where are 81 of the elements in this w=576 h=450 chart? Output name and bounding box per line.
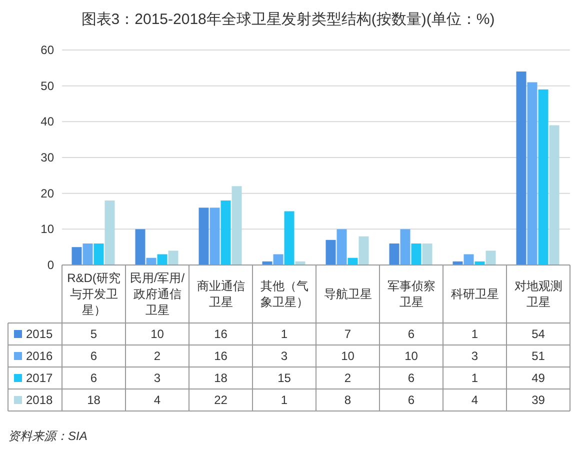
data-label: 16 (214, 327, 228, 341)
x-tick-label: 对地观测卫星 (514, 279, 562, 309)
bar (348, 258, 358, 265)
data-label: 1 (471, 327, 478, 341)
y-tick-label: 0 (47, 258, 54, 272)
data-label: 1 (280, 393, 288, 407)
bar (336, 229, 347, 265)
bar (516, 72, 526, 265)
bar (146, 258, 156, 265)
data-label: 1 (280, 327, 288, 341)
bar (104, 200, 115, 265)
data-label: 6 (90, 349, 98, 363)
data-label: 4 (471, 393, 478, 407)
data-label: 18 (214, 371, 228, 385)
bar (486, 250, 496, 265)
legend-label: 2016 (26, 349, 54, 363)
legend-label: 2017 (26, 371, 54, 385)
data-label: 51 (532, 349, 546, 363)
data-label: 39 (532, 393, 546, 407)
bar (72, 247, 82, 265)
data-label: 6 (408, 327, 415, 341)
data-label: 18 (87, 393, 101, 407)
data-label: 2 (154, 349, 161, 363)
bar (326, 240, 336, 265)
bar (358, 236, 369, 265)
bar (400, 229, 410, 265)
x-tick-label: 其他（气象卫星） (260, 279, 308, 309)
data-label: 8 (344, 393, 352, 407)
y-tick-label: 30 (40, 150, 54, 164)
data-label: 6 (90, 371, 98, 385)
bar (549, 125, 560, 265)
data-label: 3 (154, 371, 161, 385)
bar (538, 89, 548, 265)
chart-title: 图表3：2015-2018年全球卫星发射类型结构(按数量)(单位：%) (81, 11, 495, 28)
data-label: 6 (408, 393, 415, 407)
bar (527, 82, 538, 265)
y-tick-label: 20 (40, 186, 54, 200)
data-label: 3 (280, 349, 288, 363)
bar (82, 244, 93, 265)
bar (284, 211, 294, 265)
bar (168, 250, 178, 265)
bar (389, 244, 400, 265)
y-tick-label: 10 (40, 222, 54, 236)
data-label: 2 (344, 371, 352, 385)
x-tick-label: 商业通信卫星 (196, 279, 245, 309)
bar (135, 229, 146, 265)
x-tick-label: 民用/军用/政府通信卫星 (130, 271, 186, 317)
bar (220, 200, 231, 265)
data-label: 1 (471, 371, 478, 385)
data-label: 6 (408, 371, 415, 385)
bar (232, 186, 242, 265)
data-label: 10 (404, 349, 418, 363)
data-label: 49 (532, 371, 546, 385)
x-tick-label: 军事侦察卫星 (387, 279, 436, 309)
data-label: 7 (344, 327, 352, 341)
data-label: 5 (90, 327, 98, 341)
text: 资料来源：SIA (8, 429, 88, 443)
x-tick-label: 导航卫星 (324, 287, 372, 301)
bar (94, 244, 104, 265)
data-label: 15 (278, 371, 292, 385)
legend-label: 2018 (26, 393, 54, 407)
y-tick-label: 40 (40, 114, 54, 129)
bar (422, 244, 432, 265)
bar (210, 208, 220, 265)
x-tick-label: 科研卫星 (450, 287, 499, 301)
data-label: 22 (214, 393, 228, 407)
data-label: 16 (214, 349, 228, 363)
y-tick-label: 50 (40, 78, 54, 93)
bar (198, 208, 209, 265)
data-label: 54 (532, 327, 546, 341)
bar (464, 254, 474, 265)
data-label: 4 (154, 393, 161, 407)
y-tick-label: 60 (40, 43, 54, 57)
x-tick-label: R&D(研究与开发卫星） (67, 271, 120, 317)
data-label: 10 (150, 327, 164, 341)
data-label: 3 (471, 349, 478, 363)
legend-label: 2015 (26, 327, 54, 341)
bar (273, 254, 284, 265)
bar (157, 254, 168, 265)
bar (411, 244, 422, 265)
data-label: 10 (341, 349, 355, 363)
